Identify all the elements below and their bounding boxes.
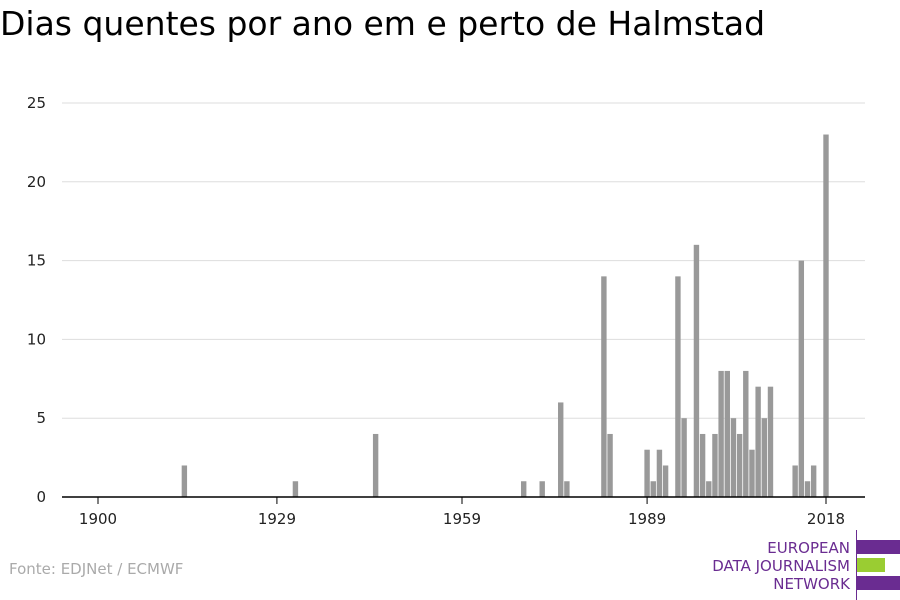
bar bbox=[810, 465, 817, 497]
logo-bar-green bbox=[857, 558, 885, 572]
bar bbox=[558, 402, 564, 497]
bar bbox=[792, 465, 798, 497]
y-tick-label: 5 bbox=[36, 409, 46, 427]
y-tick-label: 15 bbox=[27, 252, 46, 270]
bar bbox=[181, 465, 188, 497]
logo-text-network: NETWORK bbox=[773, 575, 850, 593]
logo-text-data-journalism: DATA JOURNALISM bbox=[712, 557, 850, 575]
bar bbox=[601, 276, 607, 497]
bar bbox=[520, 481, 527, 497]
chart-title: Dias quentes por ano em e perto de Halms… bbox=[0, 4, 766, 43]
bar bbox=[767, 386, 774, 497]
logo-text-european: EUROPEAN bbox=[767, 539, 850, 557]
logo-divider bbox=[856, 530, 857, 600]
bar bbox=[823, 134, 829, 497]
bar bbox=[798, 260, 805, 497]
bar bbox=[681, 418, 687, 497]
bar bbox=[650, 481, 656, 497]
bar bbox=[662, 465, 669, 497]
x-tick-label: 1959 bbox=[443, 510, 481, 528]
bar bbox=[539, 481, 545, 497]
bar bbox=[699, 433, 706, 497]
bar bbox=[644, 449, 650, 497]
logo-bar-purple-bottom bbox=[857, 576, 900, 590]
bar bbox=[749, 449, 755, 497]
x-tick-label: 1989 bbox=[628, 510, 666, 528]
bar bbox=[712, 433, 718, 497]
bar bbox=[755, 386, 761, 497]
bar bbox=[564, 481, 570, 497]
bar bbox=[292, 481, 299, 497]
bar bbox=[736, 433, 743, 497]
bar bbox=[743, 370, 749, 497]
logo-bar-purple-top bbox=[857, 540, 900, 554]
y-tick-label: 10 bbox=[27, 330, 46, 348]
bar bbox=[372, 433, 379, 497]
x-tick-label: 2018 bbox=[807, 510, 845, 528]
bar bbox=[804, 481, 811, 497]
bar bbox=[675, 276, 681, 497]
bars bbox=[181, 134, 829, 497]
axes: 0 5 10 15 20 25 1900 1929 1959 1989 2018 bbox=[27, 94, 865, 528]
bar bbox=[718, 370, 724, 497]
bar bbox=[656, 449, 663, 497]
source-note: Fonte: EDJNet / ECMWF bbox=[9, 560, 184, 578]
bar bbox=[693, 244, 700, 497]
bar bbox=[724, 370, 730, 497]
x-tick-label: 1929 bbox=[258, 510, 296, 528]
bar bbox=[730, 418, 737, 497]
y-tick-label: 25 bbox=[27, 94, 46, 112]
y-tick-label: 20 bbox=[27, 173, 46, 191]
bar bbox=[706, 481, 712, 497]
x-tick-label: 1900 bbox=[79, 510, 117, 528]
edjnet-logo: EUROPEAN DATA JOURNALISM NETWORK bbox=[700, 530, 900, 600]
bar bbox=[761, 418, 768, 497]
y-tick-label: 0 bbox=[36, 488, 46, 506]
bar bbox=[607, 433, 613, 497]
